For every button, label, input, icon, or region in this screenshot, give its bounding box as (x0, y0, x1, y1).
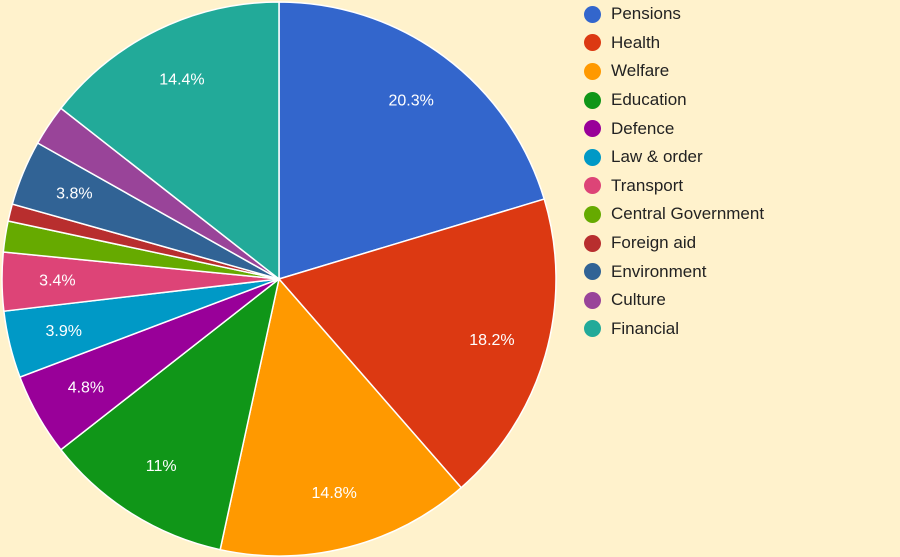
slice-label-transport: 3.4% (39, 273, 75, 290)
legend-label: Transport (611, 175, 684, 195)
slice-label-defence: 4.8% (68, 379, 104, 396)
legend-swatch (584, 263, 601, 281)
slice-label-education: 11% (146, 458, 177, 475)
slice-label-financial: 14.4% (159, 71, 204, 88)
legend-swatch (584, 148, 601, 166)
slice-financial (59, 1, 280, 281)
legend-item-defence: Defence (584, 114, 764, 143)
pie-chart: 20.3% 18.2% 14.8% 11% 4.8% 3.9% 3.4% 3.8% 14.4% (1, 1, 557, 557)
legend-swatch (584, 34, 601, 52)
slice-welfare (219, 277, 463, 557)
legend: Pensions Health Welfare Education Defence Law… (584, 0, 764, 343)
legend-swatch (584, 320, 601, 338)
legend-label: Defence (611, 118, 675, 138)
legend-item-foreign-aid: Foreign aid (584, 229, 764, 258)
slice-education (59, 277, 281, 551)
legend-item-transport: Transport (584, 172, 764, 201)
legend-swatch (584, 5, 601, 23)
legend-label: Financial (611, 318, 680, 338)
slice-pensions (278, 1, 546, 281)
legend-label: Pensions (611, 4, 681, 24)
legend-item-financial: Financial (584, 315, 764, 344)
legend-item-law-order: Law & order (584, 143, 764, 172)
legend-label: Central Government (611, 204, 765, 224)
legend-item-health: Health (584, 29, 764, 58)
legend-item-central-government: Central Government (584, 200, 764, 229)
slice-label-pensions: 20.3% (388, 93, 433, 110)
legend-label: Law & order (611, 147, 703, 167)
legend-item-education: Education (584, 86, 764, 115)
legend-swatch (584, 205, 601, 223)
slice-label-health: 18.2% (469, 332, 514, 349)
legend-label: Welfare (611, 61, 670, 81)
legend-label: Health (611, 32, 661, 52)
legend-swatch (584, 91, 601, 109)
legend-swatch (584, 177, 601, 195)
legend-swatch (584, 120, 601, 138)
legend-swatch (584, 234, 601, 252)
slice-health (277, 198, 557, 489)
legend-label: Culture (611, 290, 666, 310)
legend-swatch (584, 62, 601, 80)
legend-item-pensions: Pensions (584, 0, 764, 29)
legend-label: Education (611, 90, 687, 110)
slice-label-welfare: 14.8% (312, 485, 357, 502)
slice-label-law-order: 3.9% (45, 323, 81, 340)
slice-label-environment: 3.8% (56, 186, 92, 203)
legend-item-environment: Environment (584, 257, 764, 286)
legend-label: Foreign aid (611, 233, 697, 253)
legend-item-welfare: Welfare (584, 57, 764, 86)
legend-swatch (584, 291, 601, 309)
legend-item-culture: Culture (584, 286, 764, 315)
legend-label: Environment (611, 261, 707, 281)
